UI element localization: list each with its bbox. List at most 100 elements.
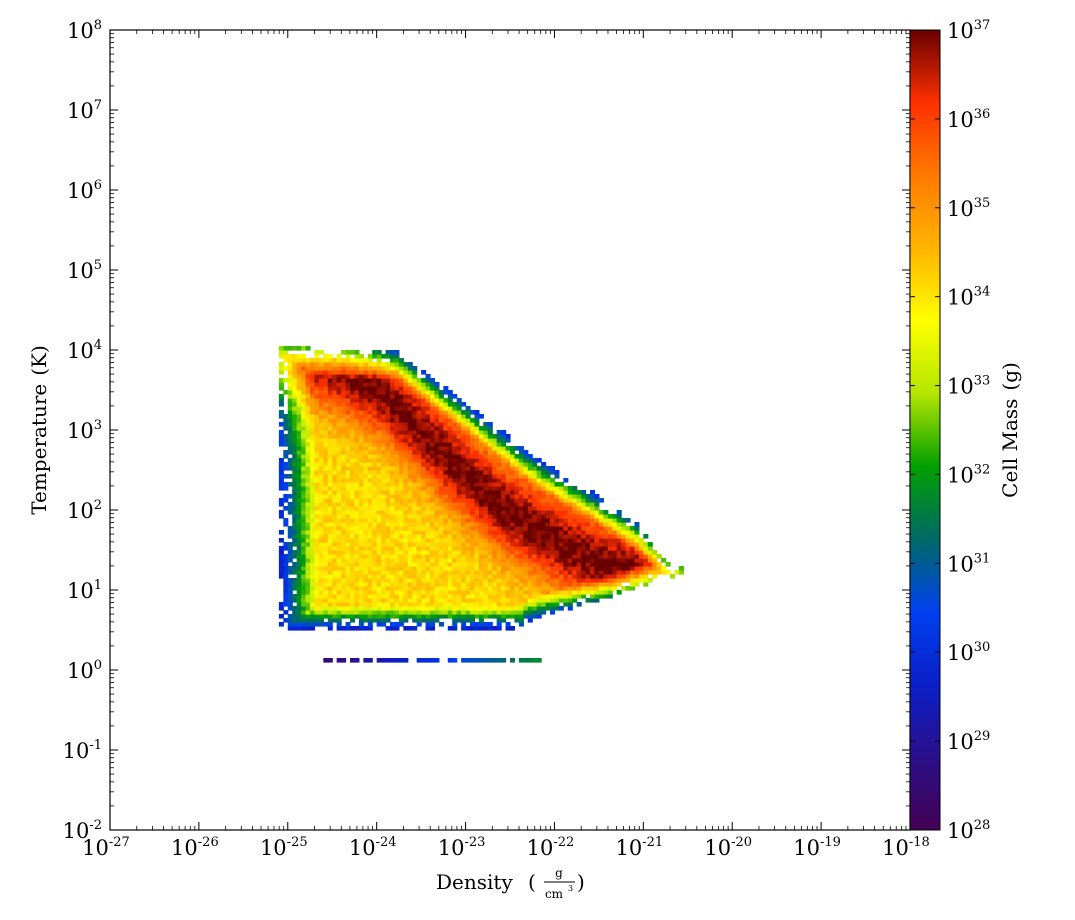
heatmap-cell [398,494,404,499]
heatmap-cell [381,578,387,583]
heatmap-cell [323,554,329,559]
heatmap-cell [434,570,440,575]
heatmap-cell [332,446,338,451]
heatmap-cell [314,502,320,507]
heatmap-cell [421,550,427,555]
heatmap-cell [412,526,418,531]
heatmap-cell [416,506,422,511]
heatmap-cell [438,566,444,571]
heatmap-cell [465,554,471,559]
heatmap-cell [372,574,378,579]
heatmap-cell [523,546,529,551]
heatmap-cell [656,554,662,559]
heatmap-cell [327,354,333,359]
heatmap-cell [452,602,458,607]
heatmap-cell [478,510,484,515]
heatmap-cell [394,382,400,387]
heatmap-cell [354,470,360,475]
heatmap-cell [350,466,356,471]
heatmap-cell [341,374,347,379]
heatmap-cell [532,590,538,595]
heatmap-cell [438,414,444,419]
heatmap-cell [452,510,458,515]
heatmap-cell [381,502,387,507]
heatmap-cell [390,510,396,515]
heatmap-cell [327,618,333,623]
heatmap-cell [327,422,333,427]
heatmap-cell [385,502,391,507]
heatmap-cell [483,514,489,519]
heatmap-cell [390,402,396,407]
heatmap-cell [545,498,551,503]
heatmap-cell [425,658,431,663]
heatmap-cell [345,354,351,359]
heatmap-cell [443,494,449,499]
heatmap-cell [461,618,467,623]
heatmap-cell [323,510,329,515]
heatmap-cell [603,518,609,523]
heatmap-cell [301,458,307,463]
heatmap-cell [381,354,387,359]
heatmap-cell [572,554,578,559]
heatmap-cell [345,566,351,571]
heatmap-cell [390,434,396,439]
heatmap-cell [301,514,307,519]
heatmap-cell [358,362,364,367]
heatmap-cell [314,378,320,383]
heatmap-cell [345,538,351,543]
heatmap-cell [416,538,422,543]
heatmap-cell [367,430,373,435]
heatmap-cell [514,458,520,463]
heatmap-cell [296,442,302,447]
heatmap-cell [314,530,320,535]
heatmap-cell [430,418,436,423]
heatmap-cell [367,510,373,515]
heatmap-cell [532,570,538,575]
heatmap-cell [345,574,351,579]
heatmap-cell [310,374,316,379]
heatmap-cell [465,490,471,495]
colorbar-tick-label-base: 10 [947,552,974,576]
heatmap-cell [612,530,618,535]
heatmap-cell [443,470,449,475]
heatmap-cell [403,554,409,559]
heatmap-cell [412,618,418,623]
heatmap-cell [416,574,422,579]
heatmap-cell [381,422,387,427]
y-tick-label: 10-2 [63,818,102,843]
heatmap-cell [301,482,307,487]
heatmap-cell [510,554,516,559]
heatmap-cell [296,374,302,379]
heatmap-cell [501,526,507,531]
heatmap-cell [567,498,573,503]
heatmap-cell [434,434,440,439]
heatmap-cell [487,446,493,451]
heatmap-cell [563,526,569,531]
heatmap-cell [301,362,307,367]
heatmap-cell [283,578,289,583]
heatmap-cell [532,574,538,579]
heatmap-cell [381,594,387,599]
heatmap-cell [327,614,333,619]
heatmap-cell [381,438,387,443]
heatmap-cell [470,558,476,563]
heatmap-cell [532,514,538,519]
heatmap-cell [634,558,640,563]
heatmap-cell [390,574,396,579]
heatmap-cell [412,426,418,431]
heatmap-cell [407,586,413,591]
x-tick-label-base: 10 [82,836,109,860]
heatmap-cell [390,590,396,595]
heatmap-cell [398,446,404,451]
heatmap-cell [563,602,569,607]
heatmap-cell [350,394,356,399]
heatmap-cell [425,458,431,463]
heatmap-cell [385,442,391,447]
heatmap-cell [358,594,364,599]
heatmap-cell [590,558,596,563]
heatmap-cell [505,594,511,599]
heatmap-cell [301,566,307,571]
heatmap-cell [430,426,436,431]
heatmap-cell [572,542,578,547]
heatmap-cell [496,562,502,567]
